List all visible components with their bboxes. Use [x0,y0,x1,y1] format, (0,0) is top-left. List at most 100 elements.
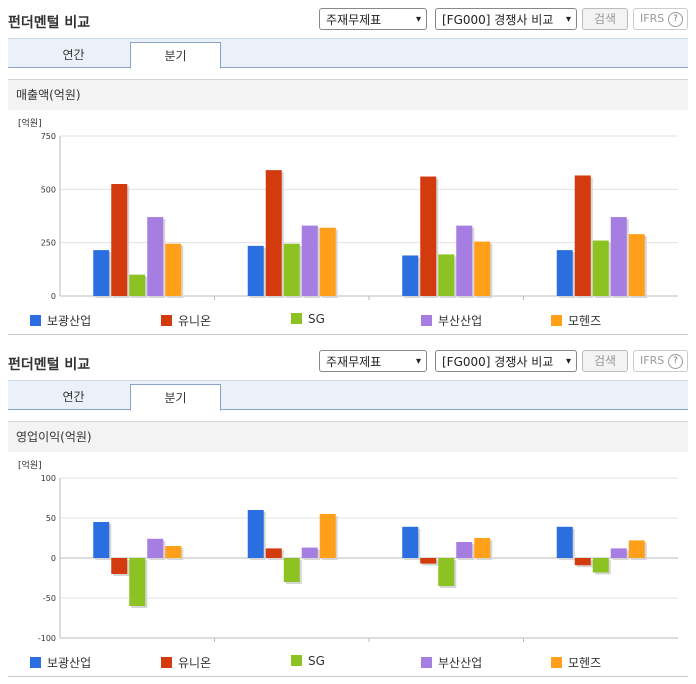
chevron-down-icon: ▾ [565,14,571,25]
legend-label: SG [308,654,325,668]
chart-legend: 보광산업 유니온 SG 부산산업 모헨즈 [8,310,688,330]
bar [438,254,455,296]
legend-item[interactable]: 모헨즈 [551,654,601,671]
bar [301,225,318,296]
ifrs-button[interactable]: IFRS ? [633,8,688,30]
compare-group-select[interactable]: [FG000] 경쟁사 비교 ▾ [435,350,577,372]
tab-quarterly[interactable]: 분기 [130,384,221,411]
divider [8,676,688,677]
y-tick-label: 500 [41,185,56,194]
statement-type-select[interactable]: 주재무제표 ▾ [319,8,427,30]
legend-item[interactable]: 보광산업 [30,312,91,329]
bar [283,243,300,296]
ifrs-button[interactable]: IFRS ? [633,350,688,372]
bar [574,558,591,566]
bar [628,540,645,558]
y-tick-label: 50 [46,514,56,523]
bar [147,538,164,558]
tab-annual[interactable]: 연간 [62,48,85,62]
legend-item[interactable]: 유니온 [161,312,211,329]
legend-item[interactable]: 보광산업 [30,654,91,671]
y-tick-label: -50 [43,594,56,603]
legend-label: 보광산업 [47,656,92,670]
legend-swatch [30,657,41,668]
legend-swatch [30,315,41,326]
legend-item[interactable]: SG [291,312,325,326]
tab-annual[interactable]: 연간 [62,390,85,404]
bar [265,170,282,296]
bar [165,546,182,558]
y-tick-label: 0 [51,554,56,563]
bar [420,558,437,564]
legend-item[interactable]: 부산산업 [421,312,482,329]
chart-legend: 보광산업 유니온 SG 부산산업 모헨즈 [8,652,688,672]
revenue-bar-chart: [억원]02505007502023/032023/062023/092023/… [18,117,678,300]
period-tabs: 연간 분기 [8,38,688,69]
legend-swatch [161,657,172,668]
bar [438,558,455,586]
bar [283,558,300,582]
legend-label: 유니온 [178,314,212,328]
compare-group-select[interactable]: [FG000] 경쟁사 비교 ▾ [435,8,577,30]
bar [556,526,573,558]
ifrs-label: IFRS [640,354,665,367]
panel-header: 펀더멘털 비교 주재무제표 ▾ [FG000] 경쟁사 비교 ▾ 검색 IFRS… [0,0,696,38]
bar [474,538,491,558]
y-tick-label: 100 [41,474,56,483]
legend-swatch [551,315,562,326]
search-button-label: 검색 [593,12,617,26]
bar [247,245,264,296]
panel-revenue: 펀더멘털 비교 주재무제표 ▾ [FG000] 경쟁사 비교 ▾ 검색 IFRS… [0,0,696,335]
bar [111,184,128,296]
period-tabs: 연간 분기 [8,380,688,411]
bar [592,240,609,296]
chevron-down-icon: ▾ [415,14,421,25]
bar [247,510,264,558]
legend-item[interactable]: 유니온 [161,654,211,671]
help-icon[interactable]: ? [668,354,683,369]
bar [319,227,336,296]
tab-quarterly[interactable]: 분기 [130,42,221,69]
panel-operating-profit: 펀더멘털 비교 주재무제표 ▾ [FG000] 경쟁사 비교 ▾ 검색 IFRS… [0,342,696,684]
legend-label: 유니온 [178,656,212,670]
legend-item[interactable]: 부산산업 [421,654,482,671]
bar [165,243,182,296]
chevron-down-icon: ▾ [565,356,571,367]
compare-group-value: [FG000] 경쟁사 비교 [442,355,554,369]
section-title: 매출액(억원) [8,79,688,110]
bar [111,558,128,574]
panel-title: 펀더멘털 비교 [8,357,91,373]
y-tick-label: -100 [38,634,56,642]
help-icon[interactable]: ? [668,12,683,27]
operating-profit-bar-chart: [억원]-100-500501002023/032023/062023/0920… [18,459,678,642]
y-tick-label: 750 [41,132,56,141]
statement-type-value: 주재무제표 [326,355,382,369]
search-button[interactable]: 검색 [582,8,628,30]
divider [8,334,688,335]
bar [420,176,437,296]
bar [592,558,609,573]
legend-swatch [291,313,302,324]
bar [610,548,627,558]
legend-swatch [551,657,562,668]
statement-type-select[interactable]: 주재무제표 ▾ [319,350,427,372]
search-button[interactable]: 검색 [582,350,628,372]
statement-type-value: 주재무제표 [326,13,382,27]
legend-label: 보광산업 [47,314,92,328]
legend-label: SG [308,312,325,326]
bar [129,558,146,606]
bar [129,274,146,296]
legend-swatch [161,315,172,326]
legend-item[interactable]: SG [291,654,325,668]
unit-label: [억원] [18,459,42,471]
bar [402,255,419,296]
y-tick-label: 0 [51,292,56,300]
bar [265,548,282,558]
chevron-down-icon: ▾ [415,356,421,367]
bar [556,250,573,296]
bar [474,241,491,296]
legend-item[interactable]: 모헨즈 [551,312,601,329]
unit-label: [억원] [18,117,42,129]
legend-swatch [421,657,432,668]
legend-label: 모헨즈 [568,314,602,328]
